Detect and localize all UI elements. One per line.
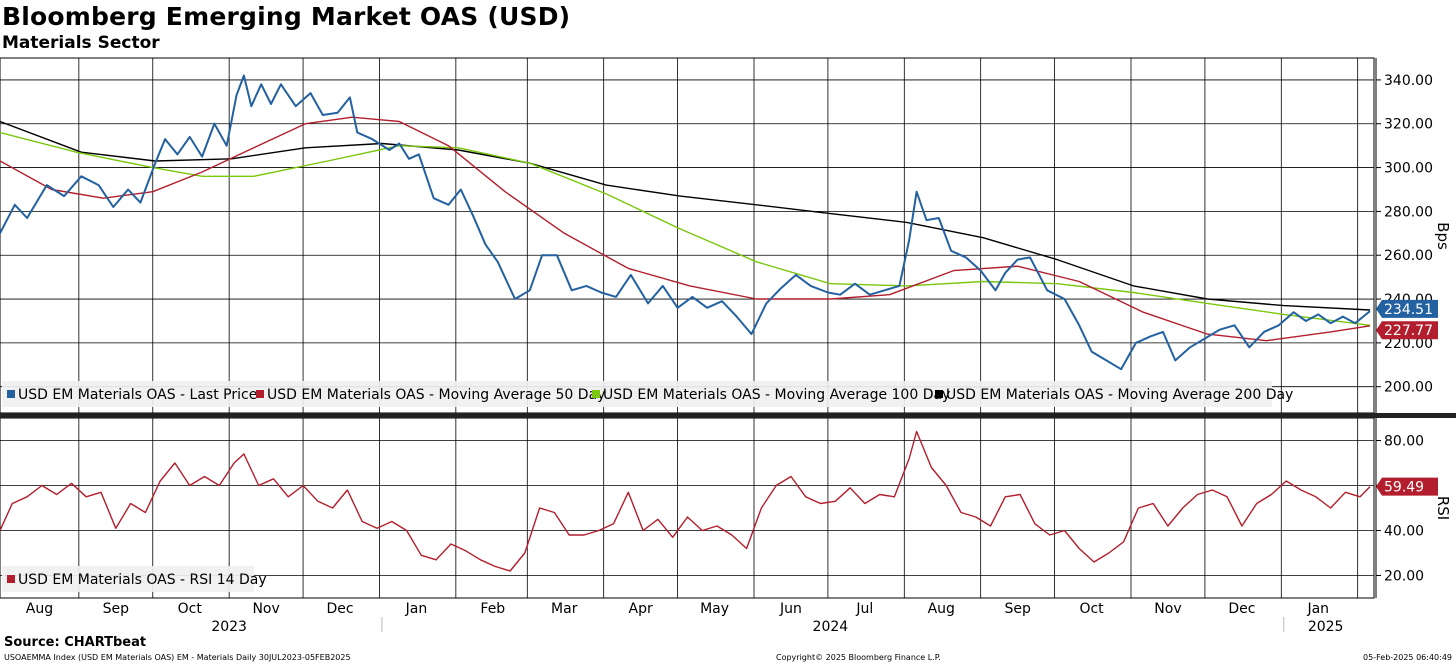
x-tick-label-month: Jun xyxy=(779,601,802,617)
rsi-legend-bg xyxy=(2,566,254,592)
axis-layer: 200.00220.00240.00260.00280.00300.00320.… xyxy=(26,58,1452,632)
chart-area: 200.00220.00240.00260.00280.00300.00320.… xyxy=(0,57,1456,632)
price-last-value-tag-text: 234.51 xyxy=(1384,302,1433,318)
rsi-last-value-tag: 59.49 xyxy=(1376,477,1438,496)
x-tick-label-month: Jan xyxy=(405,601,428,617)
price-tick-label: 200.00 xyxy=(1384,380,1433,396)
x-tick-label-month: Aug xyxy=(26,601,53,617)
price-tick-label: 340.00 xyxy=(1384,73,1433,89)
rsi-last-value-tag-bg xyxy=(1376,477,1438,496)
price-series-last_price xyxy=(0,74,1371,371)
x-tick-label-month: Dec xyxy=(1228,601,1255,617)
x-tick-label-month: Aug xyxy=(928,601,955,617)
price-axis-title: Bps xyxy=(1434,222,1452,250)
x-tick-label-month: Dec xyxy=(326,601,353,617)
x-tick-label-month: Mar xyxy=(551,601,578,617)
price-legend-bg xyxy=(2,381,1272,407)
x-tick-label-month: Sep xyxy=(103,601,130,617)
panel-separator xyxy=(0,413,1456,418)
x-tick-label-year: 2025 xyxy=(1308,619,1344,632)
source-note: Source: CHARTbeat xyxy=(4,635,147,650)
series-layer xyxy=(0,74,1371,572)
footer-index-info: USOAEMMA Index (USD EM Materials OAS) EM… xyxy=(4,653,351,662)
rsi-series-rsi xyxy=(0,430,1371,572)
price-panel-frame xyxy=(0,57,1375,414)
price-tick-label: 260.00 xyxy=(1384,248,1433,264)
price-series-ma100 xyxy=(0,131,1371,326)
legend-swatch-ma100 xyxy=(592,390,600,398)
rsi-tick-label: 40.00 xyxy=(1384,524,1424,540)
price-tick-label: 320.00 xyxy=(1384,117,1433,133)
legend-swatch-ma200 xyxy=(935,390,943,398)
x-tick-label-month: May xyxy=(700,601,729,617)
x-tick-label-month: Jan xyxy=(1306,601,1329,617)
legend-swatch-rsi xyxy=(7,575,15,583)
x-tick-label-year: 2024 xyxy=(813,619,849,632)
ma50-last-value-tag-text: 227.77 xyxy=(1384,323,1433,339)
legend-layer: USD EM Materials OAS - Last Price USD EM … xyxy=(2,381,1293,592)
price-series-ma50 xyxy=(0,116,1371,342)
x-tick-label-month: Nov xyxy=(1154,601,1181,617)
x-tick-label-month: Apr xyxy=(629,601,653,617)
legend-label-ma200: USD EM Materials OAS - Moving Average 20… xyxy=(946,387,1293,403)
footer-timestamp: 05-Feb-2025 06:40:49 xyxy=(1363,653,1452,662)
x-tick-label-year: 2023 xyxy=(211,619,247,632)
x-tick-label-month: Sep xyxy=(1004,601,1031,617)
rsi-axis-title: RSI xyxy=(1434,496,1452,520)
legend-swatch-ma50 xyxy=(256,390,264,398)
rsi-tick-label: 20.00 xyxy=(1384,569,1424,585)
legend-label-ma50: USD EM Materials OAS - Moving Average 50… xyxy=(267,387,605,403)
x-tick-label-month: Nov xyxy=(252,601,279,617)
rsi-tick-label: 80.00 xyxy=(1384,434,1424,450)
price-tick-label: 280.00 xyxy=(1384,204,1433,220)
price-tick-label: 220.00 xyxy=(1384,336,1433,352)
price-last-value-tag-bg xyxy=(1376,299,1438,318)
legend-label-rsi: USD EM Materials OAS - RSI 14 Day xyxy=(18,572,267,588)
rsi-last-value-tag-text: 59.49 xyxy=(1384,480,1424,496)
ma50-last-value-tag: 227.77 xyxy=(1376,321,1438,340)
price-last-value-tag: 234.51 xyxy=(1376,299,1438,318)
chart-subtitle: Materials Sector xyxy=(2,33,160,53)
footer-copyright: Copyright© 2025 Bloomberg Finance L.P. xyxy=(776,653,941,662)
chart-title: Bloomberg Emerging Market OAS (USD) xyxy=(2,2,571,31)
ma50-last-value-tag-bg xyxy=(1376,321,1438,340)
legend-label-ma100: USD EM Materials OAS - Moving Average 10… xyxy=(603,387,950,403)
legend-label-last_price: USD EM Materials OAS - Last Price xyxy=(18,387,257,403)
x-tick-label-month: Feb xyxy=(480,601,505,617)
price-tick-label: 300.00 xyxy=(1384,161,1433,177)
legend-swatch-last_price xyxy=(7,390,15,398)
x-tick-label-month: Jul xyxy=(855,601,873,617)
x-tick-label-month: Oct xyxy=(1079,601,1104,617)
x-tick-label-month: Oct xyxy=(178,601,203,617)
